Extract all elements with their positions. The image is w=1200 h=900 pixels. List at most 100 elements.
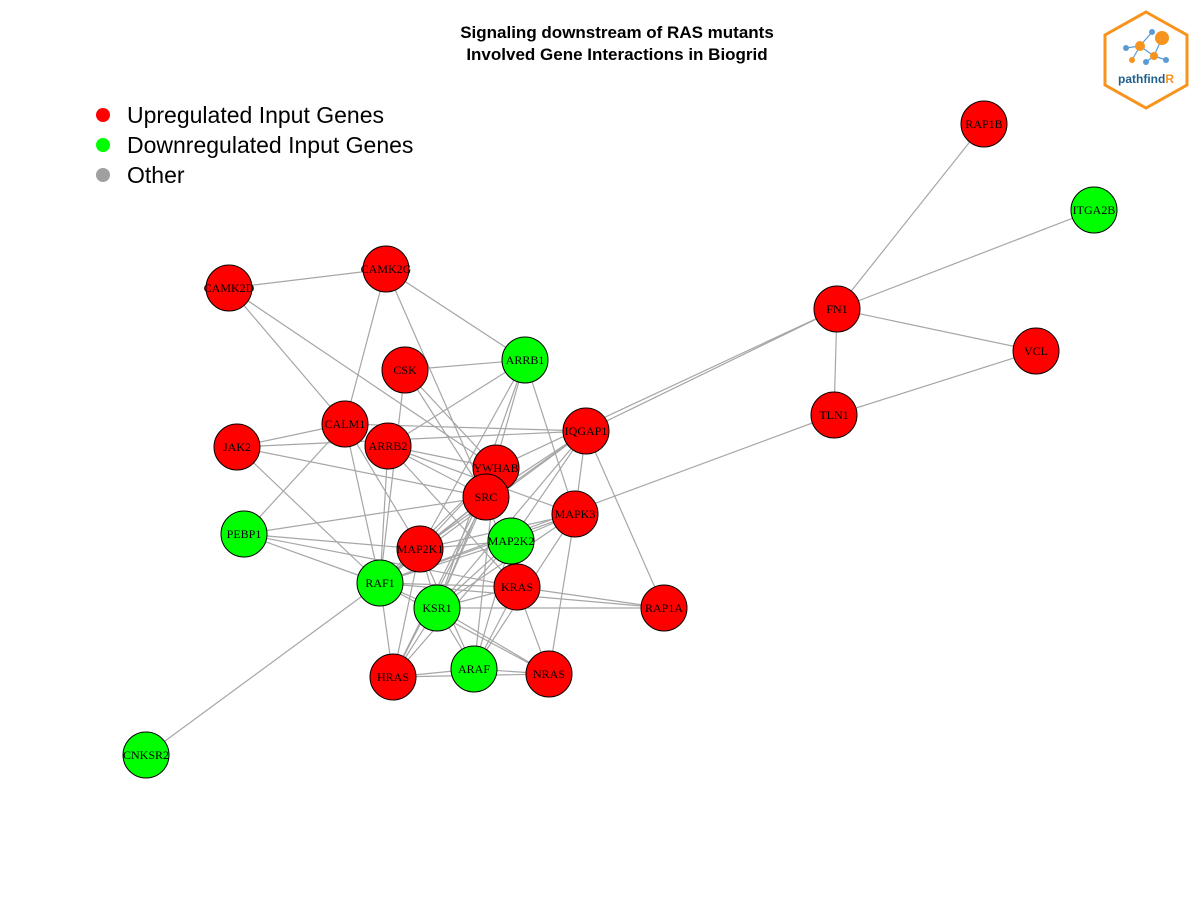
legend-dot-upregulated	[96, 108, 110, 122]
node-circle-rap1b	[960, 100, 1008, 148]
logo-hexagon-icon	[1103, 10, 1189, 110]
node-vcl: VCL	[1012, 327, 1060, 375]
edge-calm1-map2k1	[344, 423, 421, 550]
node-cnksr2: CNKSR2	[122, 731, 170, 779]
edge-raf1-nras	[379, 582, 550, 675]
edge-mapk3-raf1	[379, 513, 576, 584]
legend-dot-downregulated	[96, 138, 110, 152]
node-circle-itga2b	[1070, 186, 1118, 234]
edge-arrb2-kras	[387, 445, 518, 588]
node-circle-map2k1	[396, 525, 444, 573]
node-circle-fn1	[813, 285, 861, 333]
node-arrb2: ARRB2	[364, 422, 412, 470]
title-line-1: Signaling downstream of RAS mutants	[460, 23, 774, 42]
node-label-arrb1: ARRB1	[506, 353, 545, 367]
edge-arrb1-map2k1	[419, 359, 526, 550]
edge-fn1-vcl	[836, 308, 1037, 352]
node-label-iqgap1: IQGAP1	[565, 424, 608, 438]
node-label-ywhab: YWHAB	[473, 461, 518, 475]
title-line-2: Involved Gene Interactions in Biogrid	[466, 45, 768, 64]
edge-group	[145, 123, 1095, 756]
edge-camk2g-calm1	[344, 268, 387, 425]
node-label-rap1a: RAP1A	[645, 601, 683, 615]
node-label-mapk3: MAPK3	[555, 507, 596, 521]
node-araf: ARAF	[450, 645, 498, 693]
edge-raf1-cnksr2	[145, 582, 381, 756]
node-csk: CSK	[381, 346, 429, 394]
edge-itga2b-fn1	[836, 209, 1095, 310]
node-label-araf: ARAF	[458, 662, 490, 676]
node-ksr1: KSR1	[413, 584, 461, 632]
node-circle-kras	[493, 563, 541, 611]
node-circle-map2k2	[487, 517, 535, 565]
node-circle-hras	[369, 653, 417, 701]
node-label-csk: CSK	[393, 363, 417, 377]
edge-pebp1-raf1	[243, 533, 381, 584]
logo-text: pathfindR	[1102, 72, 1190, 86]
node-circle-calm1	[321, 400, 369, 448]
edge-jak2-iqgap1	[236, 430, 587, 448]
node-camk2d: CAMK2D	[204, 264, 255, 312]
node-label-map2k1: MAP2K1	[397, 542, 444, 556]
node-label-cnksr2: CNKSR2	[123, 748, 169, 762]
edge-jak2-src	[236, 446, 487, 498]
edge-arrb1-arrb2	[387, 359, 526, 447]
node-src: SRC	[462, 473, 510, 521]
node-label-arrb2: ARRB2	[369, 439, 408, 453]
node-label-raf1: RAF1	[365, 576, 394, 590]
node-circle-tln1	[810, 391, 858, 439]
node-circle-raf1	[356, 559, 404, 607]
node-rap1a: RAP1A	[640, 584, 688, 632]
node-circle-ksr1	[413, 584, 461, 632]
node-label-itga2b: ITGA2B	[1073, 203, 1116, 217]
edge-iqgap1-rap1a	[585, 430, 665, 609]
legend-item-other: Other	[96, 160, 413, 190]
node-mapk3: MAPK3	[551, 490, 599, 538]
edge-camk2d-ywhab	[228, 287, 497, 469]
node-label-pebp1: PEBP1	[227, 527, 262, 541]
node-circle-pebp1	[220, 510, 268, 558]
node-circle-csk	[381, 346, 429, 394]
node-circle-mapk3	[551, 490, 599, 538]
edge-camk2g-arrb1	[385, 268, 526, 361]
edge-fn1-iqgap1	[585, 308, 838, 432]
edge-rap1b-fn1	[836, 123, 985, 310]
node-circle-nras	[525, 650, 573, 698]
node-circle-rap1a	[640, 584, 688, 632]
node-circle-vcl	[1012, 327, 1060, 375]
node-hras: HRAS	[369, 653, 417, 701]
node-circle-araf	[450, 645, 498, 693]
node-circle-arrb2	[364, 422, 412, 470]
edge-camk2d-calm1	[228, 287, 346, 425]
node-circle-camk2d	[205, 264, 253, 312]
node-kras: KRAS	[493, 563, 541, 611]
logo-text-accent: R	[1165, 72, 1174, 86]
node-group: RAP1B ITGA2B FN1 VCL TLN1 CAMK2G CAMK2D CSK ARRB…	[122, 100, 1118, 779]
legend-label-other: Other	[127, 161, 185, 188]
node-circle-camk2g	[362, 245, 410, 293]
edge-pebp1-map2k1	[243, 533, 421, 550]
pathfindr-logo: pathfindR	[1102, 10, 1190, 110]
legend-item-downregulated: Downregulated Input Genes	[96, 130, 413, 160]
edge-jak2-raf1	[236, 446, 381, 584]
node-circle-src	[462, 473, 510, 521]
edge-csk-src	[404, 369, 487, 498]
node-label-src: SRC	[475, 490, 498, 504]
edge-csk-raf1	[379, 369, 406, 584]
node-label-rap1b: RAP1B	[965, 117, 1002, 131]
node-label-vcl: VCL	[1024, 344, 1048, 358]
node-circle-cnksr2	[122, 731, 170, 779]
node-label-map2k2: MAP2K2	[488, 534, 535, 548]
edge-kras-rap1a	[516, 586, 665, 609]
node-pebp1: PEBP1	[220, 510, 268, 558]
node-label-hras: HRAS	[377, 670, 409, 684]
node-tln1: TLN1	[810, 391, 858, 439]
node-label-calm1: CALM1	[325, 417, 366, 431]
node-map2k2: MAP2K2	[487, 517, 535, 565]
node-label-kras: KRAS	[501, 580, 533, 594]
node-itga2b: ITGA2B	[1070, 186, 1118, 234]
node-label-fn1: FN1	[826, 302, 847, 316]
edge-camk2d-camk2g	[228, 268, 387, 289]
legend-item-upregulated: Upregulated Input Genes	[96, 100, 413, 130]
node-raf1: RAF1	[356, 559, 404, 607]
